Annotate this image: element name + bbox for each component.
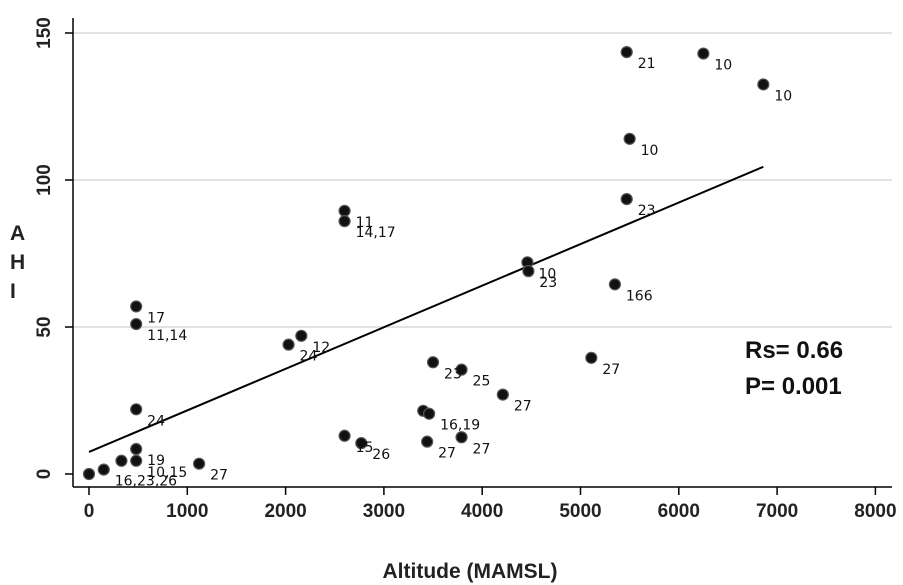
data-point-29 [697,47,710,60]
x-tick-label-8000: 8000 [854,501,896,522]
point-label-24: 27 [602,362,620,378]
x-tick-label-1000: 1000 [166,501,208,522]
data-point-21 [496,388,509,401]
point-label-13: 15 [356,440,374,456]
point-label-16: 16,19 [440,418,480,434]
y-axis-title-letter-h: H [10,251,25,274]
y-axis-title-letter-a: A [10,222,25,245]
point-label-6: 11,14 [147,328,187,344]
x-tick-label-6000: 6000 [658,501,700,522]
data-point-23 [522,265,535,278]
point-label-11: 11 [356,215,374,231]
data-point-30 [757,78,770,91]
data-point-28 [623,132,636,145]
point-label-18: 23 [444,366,462,382]
data-point-7 [130,300,143,313]
data-point-8 [192,457,206,470]
data-point-10 [295,329,308,342]
point-label-25: 166 [626,288,653,304]
data-point-20 [455,431,468,444]
y-tick-label-0: 0 [34,469,55,480]
point-label-21: 27 [514,399,532,415]
x-tick-label-0: 0 [84,501,95,522]
point-label-22: 10 [538,266,556,282]
y-tick-label-150: 150 [34,17,55,49]
x-tick-label-3000: 3000 [363,501,405,522]
point-label-17: 27 [438,446,456,462]
point-label-12: 14,17 [356,225,396,241]
data-point-24 [585,351,598,364]
x-tick-label-5000: 5000 [559,501,601,522]
y-tick-label-50: 50 [34,316,55,337]
data-point-17 [421,435,434,448]
axis-ticks: 0 1000 2000 3000 4000 5000 6000 7000 8000 0 50 100 1… [34,17,897,522]
x-tick-label-2000: 2000 [264,501,306,522]
regression-line [88,165,764,453]
point-label-1: 16,23,26 [115,474,177,490]
axes [72,18,892,488]
point-label-8: 27 [210,468,228,484]
x-axis-title: Altitude (MAMSL) [383,560,558,583]
point-label-3: 10,15 [147,465,187,481]
x-tick-label-4000: 4000 [461,501,503,522]
point-label-5: 24 [147,413,165,429]
point-label-9: 24 [300,349,318,365]
grid-lines [73,32,892,328]
point-label-27: 23 [638,203,656,219]
data-point-1 [97,463,110,476]
data-point-16 [423,407,436,420]
point-label-28: 10 [641,143,659,159]
point-label-23: 23 [539,275,557,291]
point-label-30: 10 [774,88,792,104]
data-point-18 [426,356,440,369]
data-point-3 [130,454,143,467]
point-label-20: 27 [473,441,491,457]
point-label-29: 10 [714,58,732,74]
data-point-9 [282,338,295,351]
data-point-13 [338,429,351,442]
point-label-26: 21 [638,56,656,72]
data-point-26 [620,46,633,59]
rs-annotation: Rs= 0.66 [745,337,843,364]
data-point-2 [115,454,128,467]
data-point-12 [338,215,351,228]
data-point-6 [130,317,143,331]
x-tick-label-7000: 7000 [756,501,798,522]
data-point-4 [130,442,143,456]
y-axis-title-letter-i: I [10,280,16,303]
y-tick-label-100: 100 [34,164,55,196]
point-labels: 16,23,2610,15192411,14172724121114,17152… [115,56,792,489]
point-label-7: 17 [147,310,165,326]
p-value-annotation: P= 0.001 [745,373,842,400]
data-point-27 [620,193,633,206]
point-label-10: 12 [312,340,330,356]
data-point-11 [338,204,351,217]
data-point-19 [455,363,468,376]
point-label-19: 25 [473,374,491,390]
point-label-4: 19 [147,453,165,469]
point-label-14: 26 [372,447,390,463]
data-points [82,46,770,481]
data-point-5 [130,403,143,416]
data-point-25 [608,278,622,291]
data-point-14 [355,437,368,450]
data-point-0 [82,467,96,481]
